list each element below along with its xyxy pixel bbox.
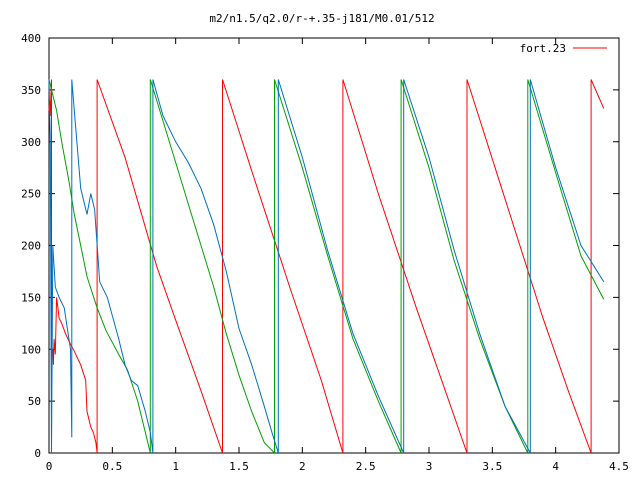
y-tick-label: 250 [21,188,41,201]
y-tick-label: 200 [21,240,41,253]
y-tick-label: 300 [21,136,41,149]
series-line-1 [48,79,605,455]
x-tick-label: 1 [172,460,179,473]
y-tick-label: 50 [28,395,41,408]
axis-ticks: 0 0.5 1 1.5 2 2.5 3 3.5 4 4.5 0 50 100 150 200 250 300 35… [21,32,629,473]
x-tick-label: 4 [552,460,559,473]
x-tick-label: 4.5 [609,460,629,473]
y-tick-label: 0 [34,447,41,460]
chart-title: m2/n1.5/q2.0/r-+.35-j181/M0.01/512 [209,12,434,25]
series-line-0 [48,79,605,454]
x-tick-label: 0 [46,460,53,473]
y-tick-label: 400 [21,32,41,45]
x-tick-label: 0.5 [102,460,122,473]
x-tick-label: 2.5 [356,460,376,473]
y-tick-label: 350 [21,84,41,97]
y-tick-label: 150 [21,291,41,304]
y-tick-label: 100 [21,343,41,356]
series-layer [48,79,605,455]
x-tick-label: 3 [426,460,433,473]
x-tick-label: 1.5 [229,460,249,473]
legend: fort.23 [520,42,607,55]
x-tick-label: 3.5 [482,460,502,473]
series-line-2 [48,79,605,454]
legend-label: fort.23 [520,42,566,55]
x-tick-label: 2 [299,460,306,473]
